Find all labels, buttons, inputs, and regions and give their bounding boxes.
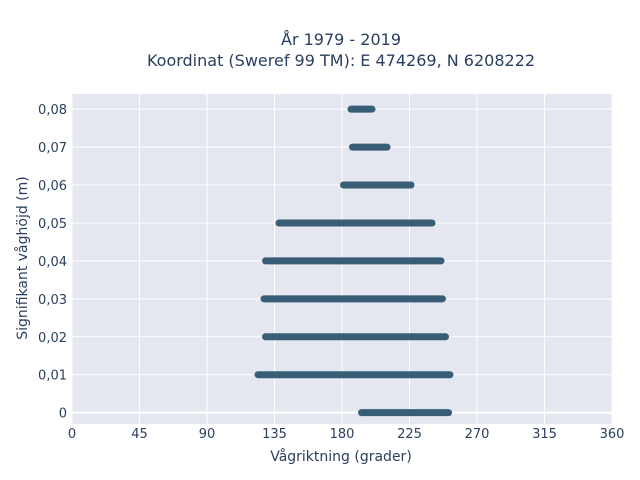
chart-title-line-1: År 1979 - 2019 <box>281 30 401 49</box>
x-tick-label: 225 <box>397 427 422 442</box>
data-points <box>254 105 454 417</box>
y-tick-label: 0,05 <box>38 217 67 232</box>
y-tick-label: 0,04 <box>38 255 67 270</box>
x-tick-label: 45 <box>131 427 148 442</box>
x-tick-label: 90 <box>199 427 216 442</box>
x-tick-label: 270 <box>465 427 490 442</box>
x-tick-label: 360 <box>600 427 625 442</box>
y-tick-label: 0,03 <box>38 293 67 308</box>
x-tick-label: 0 <box>68 427 76 442</box>
chart-title-line-2: Koordinat (Sweref 99 TM): E 474269, N 62… <box>147 51 535 70</box>
x-tick-label: 315 <box>532 427 557 442</box>
y-axis-title: Signifikant våghöjd (m) <box>14 176 31 339</box>
x-axis-title: Vågriktning (grader) <box>270 448 412 465</box>
y-axis-ticks: 0 0,01 0,02 0,03 0,04 0,05 0,06 0,07 0,08 <box>38 103 67 421</box>
y-tick-label: 0,06 <box>38 179 67 194</box>
y-tick-label: 0 <box>59 407 67 422</box>
y-tick-label: 0,08 <box>38 103 67 118</box>
y-tick-label: 0,07 <box>38 141 67 156</box>
x-axis-ticks: 0 45 90 135 180 225 270 315 360 <box>68 427 625 442</box>
x-tick-label: 135 <box>262 427 287 442</box>
y-tick-label: 0,02 <box>38 331 67 346</box>
y-tick-label: 0,01 <box>38 369 67 384</box>
x-tick-label: 180 <box>330 427 355 442</box>
